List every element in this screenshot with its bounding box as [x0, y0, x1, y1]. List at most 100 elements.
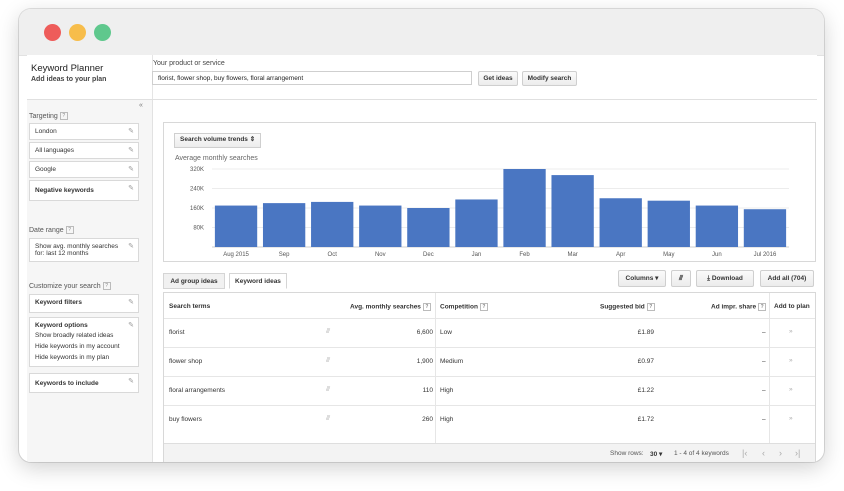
option-hide-account: Hide keywords in my account: [35, 343, 120, 350]
page-subtitle: Add ideas to your plan: [31, 76, 107, 83]
download-button[interactable]: ⤓ Download: [696, 270, 754, 287]
chart-subtitle: Average monthly searches: [175, 155, 258, 162]
first-page-icon[interactable]: |‹: [742, 448, 748, 458]
search-volume-chart-card: Search volume trends ⇕ Average monthly s…: [163, 122, 816, 262]
row-4-add-button[interactable]: »: [789, 415, 793, 422]
x-tick-label: May: [663, 252, 674, 258]
product-input[interactable]: florist, flower shop, buy flowers, flora…: [152, 71, 472, 85]
row-3-competition: High: [440, 387, 454, 394]
next-page-icon[interactable]: ›: [779, 448, 782, 458]
row-3-add-button[interactable]: »: [789, 386, 793, 393]
date-range-box[interactable]: Show avg. monthly searches for: last 12 …: [29, 238, 139, 262]
collapse-sidebar-icon[interactable]: «: [139, 102, 143, 109]
pencil-icon[interactable]: ✎: [128, 243, 134, 250]
col-header-avg-searches[interactable]: Avg. monthly searches?: [350, 303, 431, 311]
row-4-competition: High: [440, 416, 454, 423]
tab-ad-group-ideas[interactable]: Ad group ideas: [163, 273, 225, 289]
chart-bar-apr[interactable]: [599, 198, 642, 247]
pencil-icon[interactable]: ✎: [128, 378, 134, 385]
keyword-filters-box[interactable]: Keyword filters ✎: [29, 294, 139, 313]
keywords-include-box[interactable]: Keywords to include ✎: [29, 373, 139, 393]
modify-search-button[interactable]: Modify search: [522, 71, 577, 86]
col-header-search-terms[interactable]: Search terms: [169, 303, 211, 310]
row-1-term[interactable]: florist: [169, 329, 185, 336]
pencil-icon[interactable]: ✎: [128, 128, 134, 135]
row-1-add-button[interactable]: »: [789, 328, 793, 335]
pagination-range: 1 - 4 of 4 keywords: [674, 450, 729, 457]
trend-chart-icon[interactable]: ⫻: [326, 415, 331, 422]
y-tick-label: 80K: [193, 226, 204, 232]
help-icon[interactable]: ?: [646, 303, 655, 311]
y-tick-label: 240K: [190, 187, 204, 193]
row-4-share: –: [762, 416, 766, 423]
maximize-window-button[interactable]: [94, 24, 111, 41]
chart-bar-mar[interactable]: [551, 175, 594, 247]
chart-bar-dec[interactable]: [407, 208, 450, 247]
rows-per-page-select[interactable]: 30 ▾: [650, 451, 663, 458]
x-tick-label: Aug 2015: [223, 252, 249, 258]
keyword-planner-page: Keyword Planner Add ideas to your plan Y…: [27, 55, 817, 462]
tab-keyword-ideas[interactable]: Keyword ideas: [229, 273, 287, 289]
col-header-ad-share[interactable]: Ad impr. share?: [711, 303, 767, 311]
chart-toggle-button[interactable]: ⫻: [671, 270, 691, 287]
row-2-competition: Medium: [440, 358, 464, 365]
help-icon[interactable]: ?: [102, 282, 111, 290]
row-2-share: –: [762, 358, 766, 365]
chart-bar-jun[interactable]: [695, 205, 739, 247]
trend-chart-icon[interactable]: ⫻: [326, 328, 331, 335]
keyword-options-box[interactable]: Keyword options ✎ Show broadly related id…: [29, 317, 139, 367]
targeting-location[interactable]: London ✎: [29, 123, 139, 140]
close-window-button[interactable]: [44, 24, 61, 41]
help-icon[interactable]: ?: [65, 226, 74, 234]
add-all-button[interactable]: Add all (704): [760, 270, 814, 287]
pencil-icon[interactable]: ✎: [128, 147, 134, 154]
row-divider: [164, 347, 815, 348]
row-2-term[interactable]: flower shop: [169, 358, 203, 365]
targeting-network[interactable]: Google ✎: [29, 161, 139, 178]
row-4-term[interactable]: buy flowers: [169, 416, 202, 423]
minimize-window-button[interactable]: [69, 24, 86, 41]
pencil-icon[interactable]: ✎: [128, 299, 134, 306]
search-volume-selector[interactable]: Search volume trends ⇕: [174, 133, 262, 148]
x-tick-label: Apr: [616, 252, 625, 258]
help-icon[interactable]: ?: [422, 303, 431, 311]
col-header-competition[interactable]: Competition?: [440, 303, 488, 311]
sort-arrows-icon: ⇕: [249, 136, 256, 143]
help-icon[interactable]: ?: [479, 303, 488, 311]
y-tick-label: 160K: [190, 206, 204, 212]
get-ideas-button[interactable]: Get ideas: [478, 71, 518, 86]
column-divider: [435, 293, 436, 443]
trend-chart-icon[interactable]: ⫻: [326, 386, 331, 393]
targeting-negative-keywords[interactable]: Negative keywords ✎: [29, 180, 139, 201]
row-3-share: –: [762, 387, 766, 394]
col-header-add-to-plan: Add to plan: [774, 303, 810, 310]
keyword-ideas-table: Search terms Avg. monthly searches? Comp…: [163, 292, 816, 462]
targeting-language[interactable]: All languages ✎: [29, 142, 139, 159]
col-header-suggested-bid[interactable]: Suggested bid?: [600, 303, 655, 311]
prev-page-icon[interactable]: ‹: [762, 448, 765, 458]
chart-bar-jan[interactable]: [455, 199, 498, 247]
search-volume-chart: 320K 240K 160K 80K Aug 2015 Sep Oct Nov Dec Jan Fe…: [190, 167, 789, 258]
chart-bar-aug-2015[interactable]: [214, 205, 258, 247]
chart-bar-may[interactable]: [647, 200, 690, 247]
chart-bar-nov[interactable]: [359, 205, 402, 247]
x-tick-label: Jul 2016: [754, 252, 777, 258]
row-2-add-button[interactable]: »: [789, 357, 793, 364]
pencil-icon[interactable]: ✎: [128, 185, 134, 192]
window-titlebar: [19, 9, 824, 56]
row-divider: [164, 318, 815, 319]
chart-bar-jul-2016[interactable]: [743, 209, 787, 247]
chart-bar-oct[interactable]: [311, 201, 354, 247]
help-icon[interactable]: ?: [758, 303, 767, 311]
line-chart-icon: ⫻: [678, 275, 684, 282]
row-3-term[interactable]: floral arrangements: [169, 387, 225, 394]
chart-bar-sep[interactable]: [262, 203, 306, 247]
chart-bar-feb[interactable]: [503, 169, 546, 247]
columns-button[interactable]: Columns ▾: [618, 270, 666, 287]
help-icon[interactable]: ?: [59, 112, 68, 120]
row-3-searches: 110: [422, 387, 433, 394]
pencil-icon[interactable]: ✎: [128, 322, 134, 329]
pencil-icon[interactable]: ✎: [128, 166, 134, 173]
last-page-icon[interactable]: ›|: [795, 448, 801, 458]
trend-chart-icon[interactable]: ⫻: [326, 357, 331, 364]
